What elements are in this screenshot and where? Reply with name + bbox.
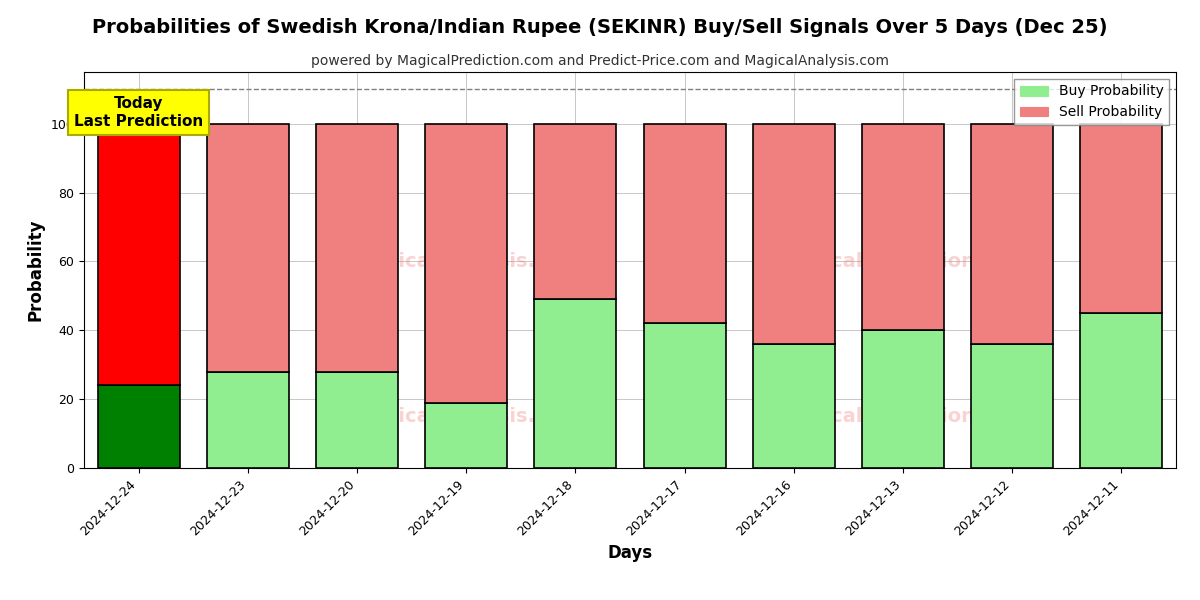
Text: MagicalAnalysis.com: MagicalAnalysis.com	[352, 252, 581, 271]
Bar	[862, 124, 944, 330]
Bar	[206, 124, 289, 371]
Bar	[534, 124, 617, 299]
Text: MagicalPrediction.com: MagicalPrediction.com	[778, 407, 1028, 426]
Bar	[316, 371, 398, 468]
Bar	[97, 385, 180, 468]
X-axis label: Days: Days	[607, 544, 653, 562]
Bar	[862, 330, 944, 468]
Text: Probabilities of Swedish Krona/Indian Rupee (SEKINR) Buy/Sell Signals Over 5 Day: Probabilities of Swedish Krona/Indian Ru…	[92, 18, 1108, 37]
Text: MagicalAnalysis.com: MagicalAnalysis.com	[352, 407, 581, 426]
Bar	[425, 124, 508, 403]
Legend: Buy Probability, Sell Probability: Buy Probability, Sell Probability	[1014, 79, 1169, 125]
Bar	[643, 124, 726, 323]
Bar	[316, 124, 398, 371]
Bar	[97, 124, 180, 385]
Bar	[206, 371, 289, 468]
Bar	[1080, 124, 1163, 313]
Bar	[643, 323, 726, 468]
Bar	[425, 403, 508, 468]
Bar	[534, 299, 617, 468]
Text: MagicalPrediction.com: MagicalPrediction.com	[778, 252, 1028, 271]
Bar	[971, 124, 1054, 344]
Bar	[752, 124, 835, 344]
Y-axis label: Probability: Probability	[26, 219, 44, 321]
Text: Today
Last Prediction: Today Last Prediction	[74, 96, 203, 128]
Bar	[971, 344, 1054, 468]
Bar	[1080, 313, 1163, 468]
Text: powered by MagicalPrediction.com and Predict-Price.com and MagicalAnalysis.com: powered by MagicalPrediction.com and Pre…	[311, 54, 889, 68]
Bar	[752, 344, 835, 468]
